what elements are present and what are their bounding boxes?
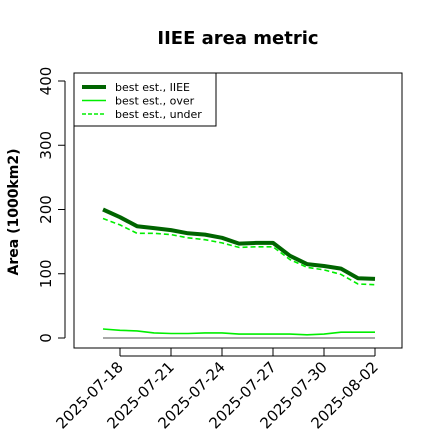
- y-axis: 0 100 200 300 400: [37, 67, 66, 343]
- series-line-0: [102, 207, 376, 281]
- legend-label-0: best est., IIEE: [115, 81, 190, 94]
- y-tick-label: 400: [37, 67, 55, 96]
- legend-label-2: best est., under: [115, 108, 202, 121]
- x-axis: 2025-07-182025-07-212025-07-242025-07-27…: [52, 348, 382, 432]
- y-tick-label: 100: [37, 259, 55, 288]
- series-line-2: [102, 217, 376, 286]
- chart-title: IIEE area metric: [157, 28, 318, 49]
- plot-frame: [73, 72, 403, 349]
- y-tick-label: 200: [37, 195, 55, 224]
- series-layer: [102, 207, 376, 339]
- y-axis-title: Area (1000km2): [6, 149, 22, 276]
- legend-box: [73, 72, 217, 127]
- series-line-1: [102, 328, 375, 336]
- y-tick-label: 0: [37, 333, 55, 343]
- y-tick-label: 300: [37, 131, 55, 160]
- legend-label-1: best est., over: [115, 95, 195, 108]
